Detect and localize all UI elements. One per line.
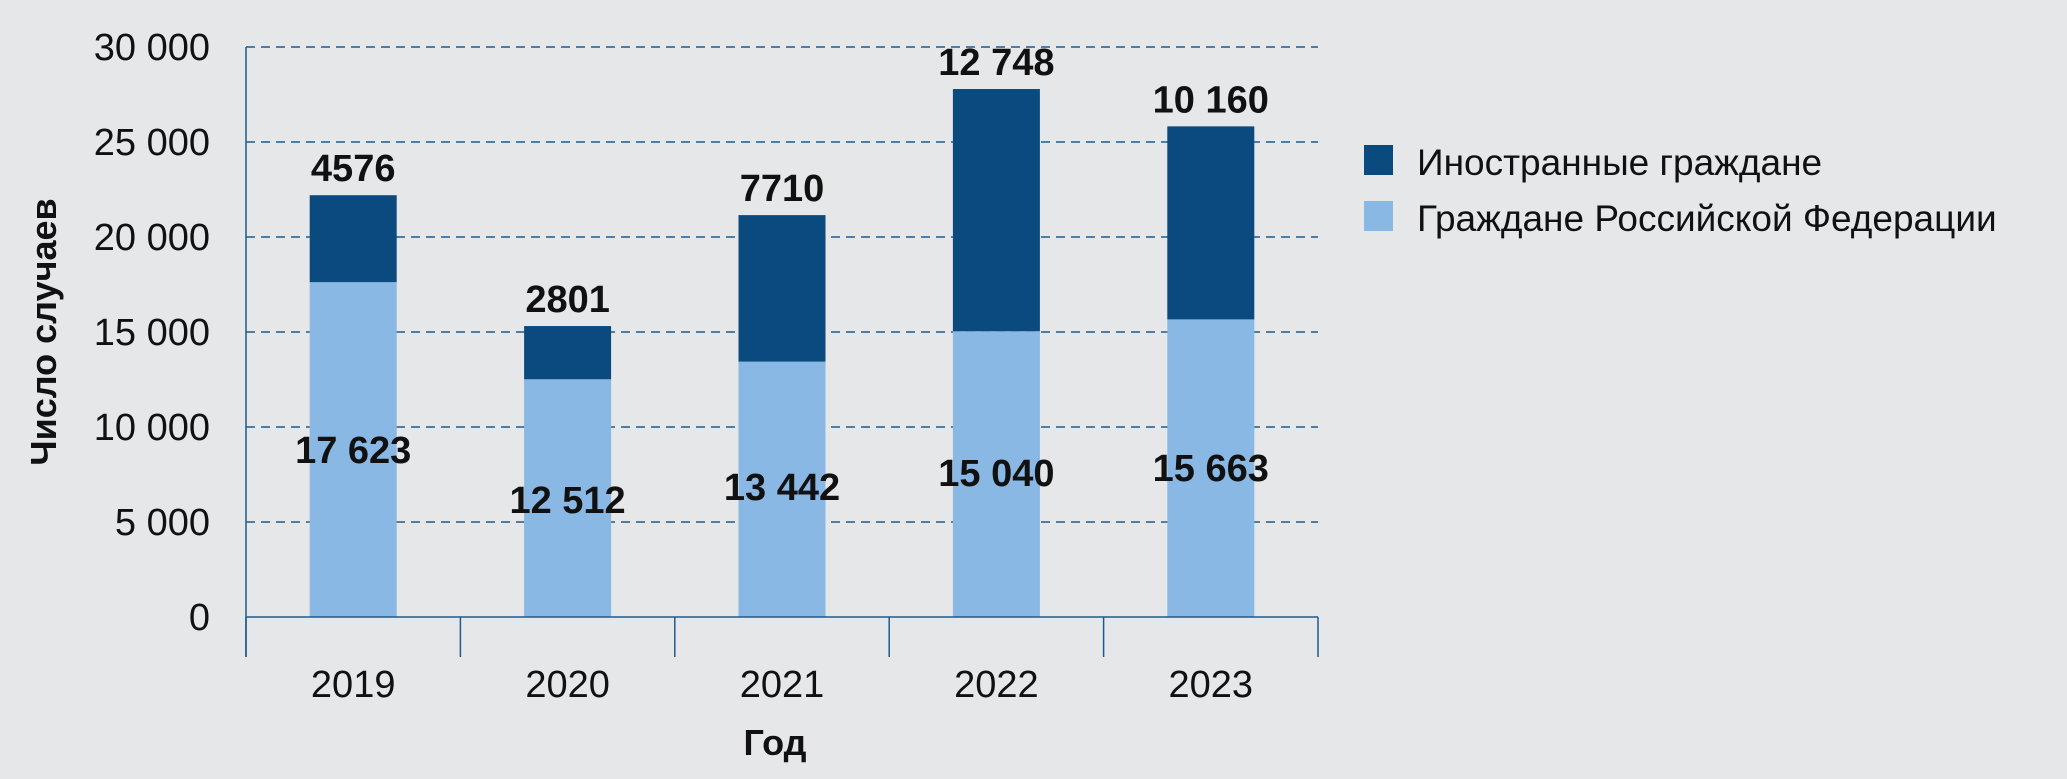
legend-swatch-rf <box>1364 201 1393 231</box>
data-label-foreign: 4576 <box>311 148 396 190</box>
y-tick-label: 15 000 <box>94 312 210 354</box>
bar-foreign-citizens <box>952 89 1040 332</box>
data-label-rf: 17 623 <box>295 430 411 472</box>
data-label-foreign: 10 160 <box>1153 79 1269 121</box>
data-label-rf: 15 663 <box>1153 448 1269 490</box>
x-axis-title: Год <box>744 722 807 763</box>
data-label-foreign: 12 748 <box>938 42 1054 84</box>
y-tick-label: 20 000 <box>94 217 210 259</box>
y-tick-label: 5 000 <box>115 502 210 544</box>
axes: 0 5 000 10 000 15 000 20 000 25 000 30 000 2019… <box>94 27 1319 706</box>
x-tick-label: 2022 <box>954 664 1039 706</box>
data-label-rf: 12 512 <box>509 480 625 522</box>
legend: Иностранные граждане Граждане Российской… <box>1364 142 1997 239</box>
x-tick-label: 2020 <box>525 664 610 706</box>
bar-foreign-citizens <box>309 195 397 283</box>
x-tick-label: 2019 <box>311 664 396 706</box>
bar-rf-citizens <box>524 379 612 617</box>
x-tick-label: 2023 <box>1169 664 1254 706</box>
legend-label-rf: Граждане Российской Федерации <box>1417 198 1997 239</box>
bar-foreign-citizens <box>738 215 826 362</box>
y-tick-label: 0 <box>189 597 210 639</box>
bar-rf-citizens <box>309 282 397 617</box>
y-tick-label: 30 000 <box>94 27 210 69</box>
data-label-foreign: 2801 <box>525 279 610 321</box>
bar-foreign-citizens <box>1167 126 1255 320</box>
bars <box>309 89 1255 617</box>
y-axis-title: Число случаев <box>23 198 64 465</box>
y-tick-label: 25 000 <box>94 122 210 164</box>
gridlines <box>246 46 1318 523</box>
data-label-rf: 15 040 <box>938 453 1054 495</box>
bar-rf-citizens <box>738 361 826 617</box>
x-tick-label: 2021 <box>740 664 825 706</box>
legend-label-foreign: Иностранные граждане <box>1417 142 1822 183</box>
bar-rf-citizens <box>952 331 1040 617</box>
bar-rf-citizens <box>1167 319 1255 617</box>
bar-foreign-citizens <box>524 326 612 380</box>
data-labels: 17 623 4576 12 512 2801 13 442 7710 15 040 12 7… <box>295 42 1269 522</box>
data-label-rf: 13 442 <box>724 467 840 509</box>
y-tick-label: 10 000 <box>94 407 210 449</box>
data-label-foreign: 7710 <box>740 168 825 210</box>
legend-swatch-foreign <box>1364 145 1393 175</box>
